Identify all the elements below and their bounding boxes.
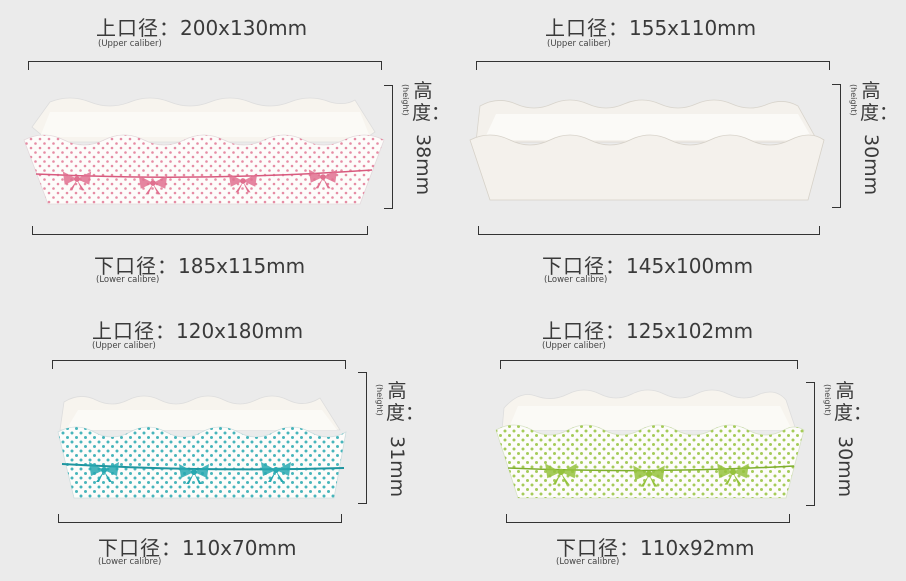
upper-caliber-label: 上口径：125x102mm (542, 319, 754, 343)
height-sub: (height) (375, 384, 384, 416)
lower-dimension-bracket (32, 226, 368, 235)
lower-dimension-bracket (506, 514, 790, 523)
height-dimension-bracket (358, 372, 367, 504)
upper-dimension-bracket (28, 61, 382, 70)
upper-caliber-label: 上口径：120x180mm (92, 319, 304, 343)
height-sub: (height) (401, 84, 410, 116)
tray-image-green (495, 389, 805, 499)
lower-dimension-bracket (478, 226, 820, 235)
upper-caliber-sub: (Upper caliber) (547, 39, 611, 49)
tray-image-plain (469, 99, 825, 201)
upper-dimension-bracket (476, 61, 830, 70)
height-label: 高度： (386, 380, 425, 424)
lower-caliber-sub: (Lower calibre) (98, 557, 162, 567)
height-dimension-bracket (384, 85, 393, 209)
height-sub: (height) (823, 384, 832, 416)
height-label: 高度： (412, 80, 451, 124)
upper-caliber-sub: (Upper caliber) (98, 39, 162, 49)
lower-caliber-label: 下口径：185x115mm (94, 254, 306, 278)
lower-caliber-sub: (Lower calibre) (544, 275, 608, 285)
upper-dimension-bracket (500, 360, 798, 369)
upper-caliber-sub: (Upper caliber) (92, 341, 156, 351)
lower-caliber-sub: (Lower calibre) (96, 275, 160, 285)
upper-caliber-label: 上口径：200x130mm (96, 16, 308, 40)
height-value: 38mm (412, 134, 434, 196)
lower-caliber-label: 下口径：110x70mm (98, 536, 297, 560)
upper-caliber-label: 上口径：155x110mm (545, 16, 757, 40)
tray-image-teal (57, 395, 347, 499)
height-label: 高度： (860, 80, 899, 124)
height-value: 31mm (386, 436, 408, 498)
lower-dimension-bracket (58, 514, 342, 523)
upper-caliber-sub: (Upper caliber) (542, 341, 606, 351)
lower-caliber-label: 下口径：110x92mm (556, 536, 755, 560)
height-sub: (height) (849, 84, 858, 116)
upper-dimension-bracket (52, 360, 346, 369)
height-value: 30mm (860, 134, 882, 196)
height-dimension-bracket (832, 84, 841, 208)
height-value: 30mm (834, 436, 856, 498)
lower-caliber-sub: (Lower calibre) (556, 557, 620, 567)
lower-caliber-label: 下口径：145x100mm (542, 254, 754, 278)
tray-image-pink (23, 97, 385, 205)
height-label: 高度： (834, 380, 873, 424)
height-dimension-bracket (806, 382, 815, 506)
